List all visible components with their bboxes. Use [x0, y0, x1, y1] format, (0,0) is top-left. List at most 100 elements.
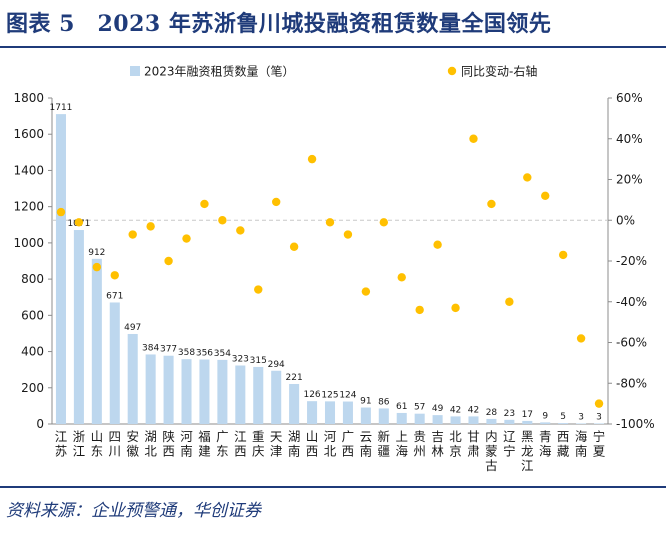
category-label: 东	[216, 444, 229, 459]
combo-chart: 0 200 400 600 800 1000 1200 1400 1600 1800 -100% -8…	[13, 64, 655, 474]
bar	[55, 114, 66, 424]
category-label: 肃	[467, 444, 480, 459]
category-label: 四	[109, 429, 122, 444]
bar-value-label: 23	[504, 409, 515, 419]
title-rule	[0, 46, 666, 48]
left-tick-label: 600	[21, 308, 44, 322]
yoy-point	[415, 305, 424, 315]
bar	[145, 354, 156, 424]
bar-value-label: 86	[378, 397, 390, 407]
bar-value-label: 28	[486, 408, 498, 418]
category-label: 海	[539, 444, 552, 459]
bar	[540, 422, 551, 424]
yoy-point	[576, 334, 586, 343]
category-label: 贵	[413, 429, 426, 444]
bar-value-label: 125	[321, 390, 338, 400]
bar	[253, 366, 264, 424]
yoy-point	[397, 273, 406, 282]
category-label: 陕	[162, 429, 175, 444]
category-label: 山	[91, 429, 104, 444]
bar-value-label: 497	[124, 323, 141, 333]
right-tick-label: -100%	[616, 417, 655, 431]
category-label: 西	[306, 444, 319, 459]
yoy-point	[325, 218, 335, 227]
source-note: 资料来源：企业预警通，华创证券	[6, 501, 261, 521]
bar	[522, 420, 533, 424]
category-label: 徽	[126, 444, 139, 459]
right-tick-label: 20%	[616, 173, 643, 187]
category-label: 龙	[521, 444, 534, 459]
figure-title: 图表 5 2023 年苏浙鲁川城投融资租赁数量全国领先	[6, 11, 552, 37]
bar-value-label: 49	[432, 404, 444, 414]
bar-value-label: 124	[339, 391, 356, 401]
yoy-point	[164, 256, 173, 266]
category-label: 河	[324, 429, 337, 444]
yoy-point	[307, 154, 317, 164]
category-label: 南	[180, 444, 193, 459]
bar-value-label: 354	[214, 349, 231, 359]
category-label: 湖	[288, 429, 301, 444]
bar-value-label: 57	[414, 403, 425, 413]
bar	[360, 407, 371, 424]
category-label: 西	[162, 444, 175, 459]
category-label: 湖	[144, 429, 157, 444]
right-tick-label: 60%	[616, 91, 643, 105]
category-label: 河	[180, 429, 193, 444]
category-label: 南	[288, 444, 301, 459]
left-tick-label: 1600	[13, 127, 44, 141]
category-label: 宁	[503, 444, 516, 459]
bar	[558, 423, 569, 424]
category-label: 江	[521, 458, 534, 473]
yoy-point	[433, 240, 442, 249]
category-label: 州	[413, 444, 426, 459]
bar	[289, 383, 300, 424]
yoy-point	[74, 218, 84, 227]
yoy-point	[128, 230, 137, 239]
bar	[396, 412, 407, 424]
yoy-point	[92, 262, 102, 272]
bar	[450, 416, 461, 424]
yoy-point	[271, 197, 281, 207]
category-label: 黑	[521, 429, 534, 444]
bar	[127, 333, 138, 424]
yoy-point	[523, 173, 532, 182]
bar-value-label: 42	[468, 405, 479, 415]
category-label: 江	[73, 444, 86, 459]
category-label: 北	[144, 444, 157, 459]
right-tick-label: -40%	[616, 295, 647, 309]
legend-dot-label: 同比变动-右轴	[461, 64, 537, 79]
bar	[576, 423, 587, 424]
bar	[235, 365, 246, 424]
category-label: 海	[575, 429, 588, 444]
legend-bar-swatch	[130, 66, 140, 76]
bar-value-label: 1711	[50, 103, 73, 113]
yoy-point	[451, 303, 460, 313]
category-label: 西	[342, 444, 355, 459]
bar-value-label: 358	[178, 348, 195, 358]
bar-value-label: 315	[250, 356, 267, 366]
bar-value-label: 3	[578, 412, 584, 422]
category-label: 南	[575, 444, 588, 459]
left-tick-label: 1000	[13, 236, 44, 250]
category-label: 藏	[557, 444, 570, 459]
bar	[432, 415, 443, 424]
category-label: 重	[252, 429, 265, 444]
left-tick-label: 200	[21, 381, 44, 395]
category-label: 东	[91, 444, 104, 459]
left-tick-label: 1400	[13, 163, 44, 177]
bar-value-label: 17	[522, 410, 533, 420]
yoy-point	[558, 250, 568, 260]
right-tick-label: 0%	[616, 213, 635, 227]
category-label: 福	[198, 429, 211, 444]
category-label: 西	[234, 444, 247, 459]
bar	[163, 355, 174, 424]
title-bar: 图表 5 2023 年苏浙鲁川城投融资租赁数量全国领先	[0, 0, 666, 46]
category-label: 安	[126, 429, 139, 444]
yoy-point	[505, 297, 514, 306]
bar	[271, 370, 282, 424]
bar	[307, 401, 318, 424]
bar-value-label: 384	[142, 343, 159, 353]
bar-value-label: 5	[560, 412, 566, 422]
left-tick-label: 1200	[13, 200, 44, 214]
yoy-point	[594, 399, 604, 408]
